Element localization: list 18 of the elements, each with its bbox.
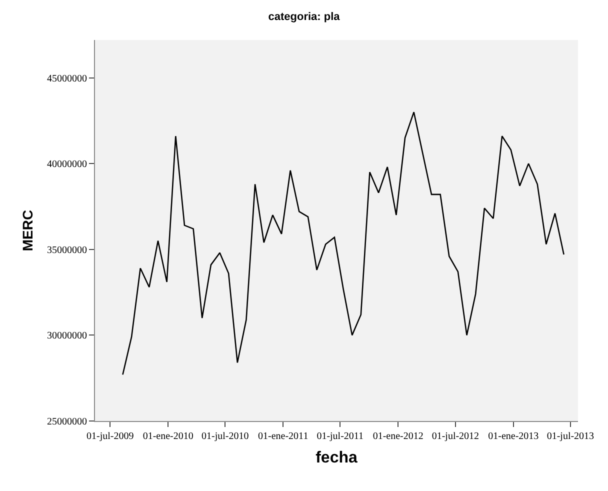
chart-title: categoria: pla (268, 10, 341, 23)
y-axis-title: MERC (20, 210, 36, 252)
y-tick-label: 40000000 (47, 159, 87, 170)
y-tick-label: 45000000 (47, 73, 87, 84)
x-tick-label: 01-jul-2013 (546, 431, 594, 442)
x-tick-label: 01-ene-2013 (488, 431, 539, 442)
y-tick-label: 25000000 (47, 416, 87, 428)
y-tick-label: 30000000 (47, 330, 87, 342)
x-tick-label: 01-ene-2010 (142, 431, 194, 442)
x-tick-label: 01-jul-2012 (432, 431, 480, 442)
y-tick-label: 35000000 (47, 244, 87, 256)
x-tick-label: 01-ene-2012 (372, 431, 424, 442)
x-tick-label: 01-ene-2011 (258, 431, 308, 442)
x-tick-label: 01-jul-2009 (86, 431, 134, 442)
x-tick-label: 01-jul-2010 (202, 431, 249, 442)
x-axis-title: fecha (316, 450, 358, 467)
line-series (122, 111, 564, 376)
x-tick-label: 01-jul-2011 (316, 431, 364, 442)
